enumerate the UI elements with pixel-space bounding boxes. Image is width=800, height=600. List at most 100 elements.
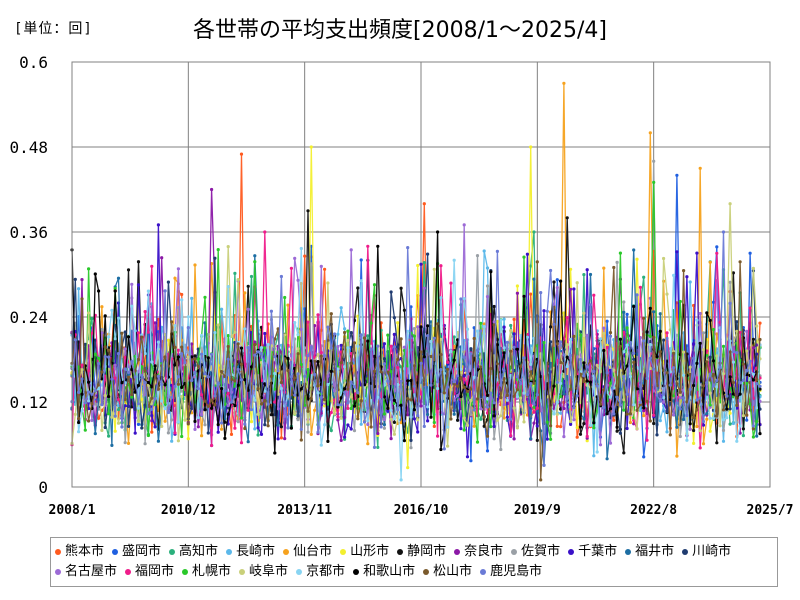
data-point xyxy=(372,445,377,449)
data-point xyxy=(678,396,682,400)
data-point xyxy=(376,445,380,449)
legend-item: 鹿児島市 xyxy=(480,562,542,582)
data-point xyxy=(436,322,440,326)
data-point xyxy=(701,423,706,427)
data-point xyxy=(665,371,669,375)
data-point xyxy=(372,369,377,373)
data-point xyxy=(648,340,652,344)
data-point xyxy=(555,380,559,384)
data-point xyxy=(735,329,739,333)
data-point xyxy=(642,409,646,413)
data-point xyxy=(449,361,453,365)
data-point xyxy=(638,403,643,407)
data-point xyxy=(715,441,719,445)
data-point xyxy=(449,281,453,285)
data-point xyxy=(356,417,360,421)
data-point xyxy=(120,381,124,385)
data-point xyxy=(136,402,141,406)
data-point xyxy=(236,342,240,346)
data-point xyxy=(682,269,686,273)
data-point xyxy=(426,375,430,379)
data-point xyxy=(658,388,662,393)
data-point xyxy=(745,329,749,333)
data-point xyxy=(329,346,333,350)
data-point xyxy=(309,359,313,363)
data-point xyxy=(728,301,732,305)
data-point xyxy=(296,278,300,282)
data-point xyxy=(432,267,436,271)
data-point xyxy=(755,378,759,382)
data-point xyxy=(585,268,589,272)
data-point xyxy=(126,441,131,445)
data-point xyxy=(419,350,423,354)
data-point xyxy=(319,264,323,268)
data-point xyxy=(525,335,530,339)
data-point xyxy=(721,230,726,234)
data-point xyxy=(229,432,234,436)
data-point xyxy=(456,338,460,342)
data-point xyxy=(535,409,539,413)
data-point xyxy=(339,396,343,400)
data-point xyxy=(708,391,712,395)
data-point xyxy=(555,278,559,282)
data-point xyxy=(259,415,264,419)
data-point xyxy=(439,353,443,357)
data-point xyxy=(256,387,260,391)
data-point xyxy=(220,421,224,425)
data-point xyxy=(90,402,94,406)
data-point xyxy=(266,343,270,347)
data-point xyxy=(692,428,696,433)
data-point xyxy=(349,361,353,365)
data-point xyxy=(439,296,443,300)
data-point xyxy=(166,410,170,415)
legend-swatch xyxy=(125,569,132,575)
data-point xyxy=(452,335,456,339)
data-point xyxy=(346,387,350,391)
data-point xyxy=(309,432,313,436)
data-point xyxy=(469,347,473,351)
data-point xyxy=(206,431,210,435)
data-point xyxy=(123,330,127,334)
data-point xyxy=(535,393,539,397)
data-point xyxy=(323,398,327,402)
data-point xyxy=(399,421,403,425)
data-point xyxy=(422,330,426,334)
data-point xyxy=(269,374,273,378)
data-point xyxy=(136,357,141,362)
data-point xyxy=(452,412,456,416)
data-point xyxy=(628,420,633,425)
data-point xyxy=(100,403,104,407)
data-point xyxy=(665,331,669,335)
legend-item: 熊本市 xyxy=(55,542,104,562)
data-point xyxy=(349,331,353,335)
data-point xyxy=(100,305,104,309)
data-point xyxy=(658,329,662,333)
data-point xyxy=(715,378,719,383)
data-point xyxy=(339,416,343,420)
data-point xyxy=(243,291,247,295)
data-point xyxy=(239,416,244,420)
data-point xyxy=(529,403,533,407)
data-point xyxy=(698,166,702,170)
data-point xyxy=(429,354,433,359)
data-point xyxy=(150,360,154,364)
data-point xyxy=(459,367,463,371)
data-point xyxy=(180,352,184,356)
data-point xyxy=(685,400,689,404)
data-point xyxy=(180,434,184,439)
data-point xyxy=(103,394,107,398)
data-point xyxy=(578,357,583,362)
data-point xyxy=(382,423,386,427)
data-point xyxy=(429,339,433,344)
data-point xyxy=(326,439,330,443)
data-point xyxy=(313,408,317,412)
data-point xyxy=(289,426,293,430)
data-point xyxy=(120,331,124,335)
data-point xyxy=(642,414,646,418)
data-point xyxy=(751,266,756,270)
data-point xyxy=(216,248,220,252)
data-point xyxy=(293,256,297,260)
data-point xyxy=(150,414,154,418)
data-point xyxy=(276,407,280,411)
data-point xyxy=(136,283,141,287)
